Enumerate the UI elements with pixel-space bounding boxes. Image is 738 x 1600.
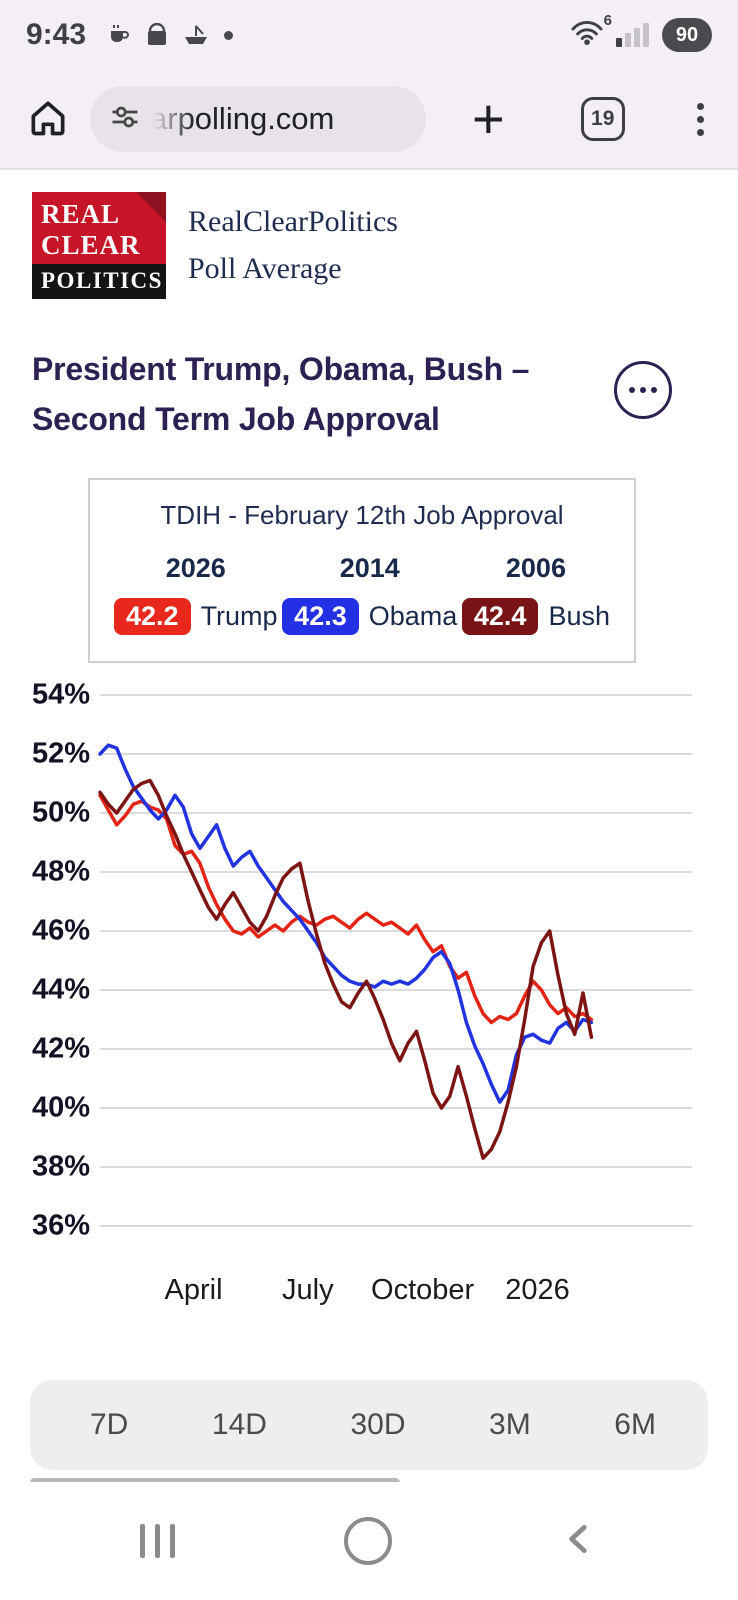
gridline	[100, 694, 692, 697]
series-line-bush	[98, 779, 594, 1161]
gridline	[100, 1166, 692, 1169]
home-button[interactable]	[26, 95, 70, 144]
page-title: President Trump, Obama, Bush – Second Te…	[32, 345, 529, 444]
gridline	[100, 753, 692, 756]
notification-cup-icon	[107, 23, 131, 47]
new-tab-button[interactable]: +	[472, 87, 505, 150]
cell-signal-icon	[616, 23, 649, 47]
gridline	[100, 1225, 692, 1228]
tab-switcher-button[interactable]: 19	[580, 97, 625, 141]
url-text[interactable]: arpolling.com	[146, 97, 334, 141]
x-axis-label: April	[164, 1274, 223, 1307]
range-option-7d[interactable]: 7D	[90, 1408, 129, 1442]
y-axis-label: 36%	[32, 1209, 91, 1242]
tdih-entry-obama: 2014 42.3 Obama	[282, 553, 458, 636]
tdih-year: 2006	[505, 553, 566, 584]
range-option-14d[interactable]: 14D	[211, 1408, 267, 1442]
logo-word-politics: POLITICS	[32, 264, 166, 300]
android-home-button[interactable]	[343, 1517, 392, 1565]
battery-indicator: 90	[662, 18, 712, 52]
logo-word-clear: CLEAR	[41, 230, 141, 261]
y-axis-label: 50%	[32, 796, 91, 829]
y-axis-label: 46%	[32, 914, 91, 947]
range-option-3m[interactable]: 3M	[489, 1408, 531, 1442]
more-options-button[interactable]	[614, 361, 672, 420]
range-option-30d[interactable]: 30D	[350, 1408, 406, 1442]
logo-word-real: REAL	[41, 199, 121, 229]
clock: 9:43	[26, 18, 87, 51]
y-axis-label: 42%	[32, 1032, 91, 1065]
recent-apps-button[interactable]	[140, 1524, 175, 1558]
browser-menu-button[interactable]	[696, 102, 704, 136]
article-header: President Trump, Obama, Bush – Second Te…	[0, 345, 738, 444]
site-settings-icon[interactable]	[110, 102, 140, 137]
chart-x-axis: April July October 2026	[0, 1256, 738, 1322]
y-axis-label: 54%	[32, 678, 91, 711]
series-line-obama	[98, 743, 594, 1105]
tdih-entries: 2026 42.2 Trump 2014 42.3 Obama 2006 42.…	[114, 553, 610, 636]
notification-ship-icon	[183, 23, 209, 47]
tdih-year: 2014	[339, 553, 400, 584]
tdih-title: TDIH - February 12th Job Approval	[160, 500, 564, 531]
wifi-icon: 6	[571, 12, 612, 51]
tdih-name: Trump	[200, 601, 278, 632]
chart-plot-area[interactable]	[0, 681, 738, 1242]
y-axis-label: 44%	[32, 973, 91, 1006]
tdih-entry-bush: 2006 42.4 Bush	[461, 553, 610, 636]
tdih-year: 2026	[165, 553, 226, 584]
page-title-line1: President Trump, Obama, Bush –	[32, 351, 530, 388]
address-bar[interactable]: arpolling.com	[90, 86, 426, 152]
rcp-logo[interactable]: REAL CLEAR POLITICS	[32, 192, 166, 300]
site-title-line1: RealClearPolitics	[188, 205, 398, 239]
gridline	[100, 871, 692, 874]
site-title-line2: Poll Average	[188, 251, 342, 285]
browser-toolbar: arpolling.com + 19	[0, 70, 738, 170]
x-axis-label: July	[281, 1274, 334, 1307]
y-axis-label: 52%	[32, 737, 91, 770]
tdih-name: Bush	[548, 601, 610, 632]
notification-more-dot	[224, 30, 234, 40]
approval-badge-bush: 42.4	[461, 598, 539, 636]
y-axis-label: 48%	[32, 855, 91, 888]
gridline	[100, 989, 692, 992]
site-title[interactable]: RealClearPolitics Poll Average	[188, 199, 398, 292]
approval-badge-obama: 42.3	[282, 598, 359, 636]
wifi-generation-label: 6	[603, 11, 612, 29]
y-axis-label: 40%	[32, 1091, 91, 1124]
tdih-card: TDIH - February 12th Job Approval 2026 4…	[88, 478, 636, 664]
range-selector: 7D 14D 30D 3M 6M	[30, 1380, 708, 1471]
status-bar: 9:43 6 90	[0, 0, 738, 70]
gridline	[100, 930, 692, 933]
tdih-name: Obama	[368, 601, 458, 632]
y-axis-label: 38%	[32, 1150, 91, 1183]
approval-badge-trump: 42.2	[114, 598, 191, 636]
site-header: REAL CLEAR POLITICS RealClearPolitics Po…	[32, 192, 738, 300]
back-button[interactable]	[560, 1520, 598, 1563]
android-navigation-bar	[0, 1482, 738, 1600]
x-axis-label: October	[371, 1274, 475, 1307]
gridline	[100, 1107, 692, 1110]
range-option-6m[interactable]: 6M	[614, 1408, 656, 1442]
gridline	[100, 812, 692, 815]
tdih-entry-trump: 2026 42.2 Trump	[114, 553, 278, 636]
notification-bag-icon	[146, 23, 168, 47]
approval-chart[interactable]: 54% 52% 50% 48% 46% 44% 42% 40% 38% 36%	[0, 678, 738, 1242]
page-title-line2: Second Term Job Approval	[32, 400, 440, 437]
x-axis-label: 2026	[505, 1274, 570, 1307]
logo-fold-corner	[136, 192, 166, 222]
